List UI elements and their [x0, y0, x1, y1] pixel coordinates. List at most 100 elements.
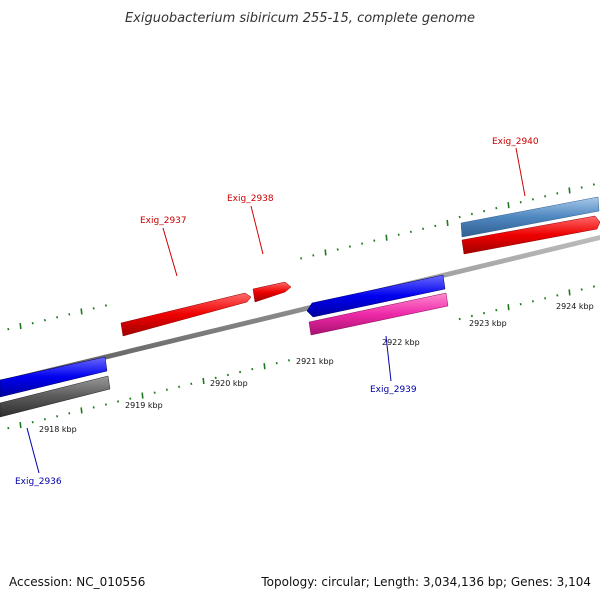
- gene-feature-exig-2937[interactable]: [120, 292, 252, 337]
- leader-line: [26, 427, 40, 474]
- scale-tick: [458, 317, 461, 321]
- scale-tick: [544, 195, 547, 198]
- scale-tick: [470, 212, 473, 216]
- leader-line: [162, 227, 178, 277]
- scale-tick: [19, 323, 22, 330]
- scale-tick: [483, 311, 486, 315]
- scale-tick: [129, 397, 132, 400]
- gene-label-leaders: [26, 147, 526, 474]
- gene-label[interactable]: Exig_2937: [140, 216, 187, 226]
- scale-tick: [397, 233, 400, 236]
- scale-tick: [361, 242, 364, 245]
- scale-tick: [92, 406, 95, 409]
- scale-tick: [531, 198, 534, 201]
- tick-label: 2922 kbp: [382, 338, 420, 347]
- scale-tick: [214, 376, 217, 380]
- gene-feature-exig-2940[interactable]: [461, 215, 600, 255]
- gene-feature-exig-2939[interactable]: [306, 274, 446, 318]
- scale-tick: [422, 227, 425, 231]
- scale-tick: [263, 363, 266, 370]
- accession-text: Accession: NC_010556: [9, 575, 145, 589]
- scale-tick: [519, 302, 522, 306]
- gene-feature-grey[interactable]: [0, 375, 111, 418]
- tick-label: 2923 kbp: [469, 319, 507, 328]
- scale-tick: [68, 313, 71, 316]
- scale-tick: [68, 412, 71, 415]
- scale-tick: [580, 186, 583, 189]
- scale-tick: [80, 308, 83, 315]
- scale-tick: [190, 382, 193, 386]
- scale-tick: [19, 422, 22, 429]
- scale-tick: [239, 370, 242, 374]
- tick-label: 2918 kbp: [39, 425, 77, 434]
- scale-tick: [385, 234, 388, 241]
- scale-tick: [495, 308, 498, 312]
- scale-tick: [336, 248, 339, 251]
- scale-tick: [31, 321, 34, 325]
- scale-tick: [92, 307, 95, 310]
- genome-summary: Topology: circular; Length: 3,034,136 bp…: [260, 575, 591, 589]
- scale-tick: [470, 314, 473, 318]
- leader-line: [250, 205, 264, 255]
- gene-feature-exig-2938[interactable]: [252, 281, 292, 303]
- tick-label: 2921 kbp: [296, 357, 334, 366]
- scale-tick: [104, 403, 107, 406]
- scale-tick: [495, 206, 498, 210]
- scale-tick: [43, 417, 46, 421]
- scale-tick: [556, 192, 559, 195]
- scale-tick: [7, 327, 10, 331]
- gene-feature-pink[interactable]: [308, 292, 449, 336]
- scale-tick: [409, 230, 412, 234]
- scale-tick: [165, 388, 168, 391]
- scale-tick: [178, 385, 181, 389]
- scale-tick: [483, 209, 486, 213]
- gene-feature-exig-2936[interactable]: [0, 356, 108, 398]
- scale-tick: [141, 392, 144, 399]
- scale-tick: [458, 215, 461, 219]
- scale-tick: [56, 316, 59, 319]
- scale-labels: 2918 kbp 2919 kbp 2920 kbp 2921 kbp 2922…: [39, 302, 594, 434]
- gene-label[interactable]: Exig_2940: [492, 137, 539, 147]
- scale-tick: [153, 391, 156, 394]
- scale-tick: [324, 249, 327, 256]
- scale-tick: [275, 361, 278, 365]
- genome-backbone: [0, 235, 600, 385]
- tick-label: 2919 kbp: [125, 401, 163, 410]
- scale-tick: [580, 288, 583, 291]
- scale-tick: [507, 304, 510, 311]
- scale-tick: [531, 300, 534, 303]
- gene-label[interactable]: Exig_2938: [227, 194, 274, 204]
- scale-tick: [568, 187, 571, 194]
- scale-tick: [202, 377, 205, 384]
- gene-label[interactable]: Exig_2936: [15, 477, 62, 487]
- scale-tick: [544, 297, 547, 300]
- gene-label[interactable]: Exig_2939: [370, 385, 417, 395]
- scale-tick: [287, 359, 290, 362]
- scale-tick: [568, 289, 571, 296]
- scale-tick: [80, 407, 83, 414]
- map-title: Exiguobacterium sibiricum 255-15, comple…: [125, 11, 475, 26]
- scale-ticks: [7, 183, 595, 430]
- gene-labels: Exig_2936 Exig_2937 Exig_2938 Exig_2939 …: [15, 137, 539, 487]
- scale-tick: [312, 254, 315, 257]
- tick-label: 2920 kbp: [210, 379, 248, 388]
- scale-tick: [43, 318, 46, 322]
- leader-line: [385, 335, 392, 382]
- gene-features: [0, 196, 600, 418]
- scale-tick: [592, 285, 595, 288]
- scale-tick: [348, 245, 351, 248]
- scale-tick: [507, 202, 510, 209]
- scale-tick: [519, 200, 522, 204]
- scale-tick: [31, 420, 34, 424]
- scale-tick: [446, 219, 449, 226]
- scale-tick: [592, 183, 595, 186]
- gene-feature-steel[interactable]: [460, 196, 600, 238]
- scale-tick: [7, 426, 10, 430]
- scale-tick: [56, 415, 59, 418]
- scale-tick: [434, 224, 437, 228]
- scale-tick: [226, 373, 229, 377]
- scale-tick: [251, 367, 254, 371]
- tick-label: 2924 kbp: [556, 302, 594, 311]
- leader-line: [515, 147, 526, 197]
